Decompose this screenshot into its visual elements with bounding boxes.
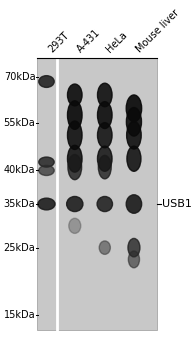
- Ellipse shape: [98, 83, 112, 107]
- Text: USB1: USB1: [162, 199, 192, 209]
- Ellipse shape: [68, 145, 82, 172]
- Text: 293T: 293T: [47, 30, 71, 55]
- Text: A-431: A-431: [75, 28, 102, 55]
- Ellipse shape: [69, 218, 81, 233]
- Ellipse shape: [38, 198, 55, 210]
- Text: 15kDa: 15kDa: [4, 310, 35, 320]
- Text: 55kDa: 55kDa: [4, 119, 35, 128]
- Text: HeLa: HeLa: [105, 30, 129, 55]
- FancyBboxPatch shape: [37, 58, 157, 330]
- Ellipse shape: [98, 102, 112, 128]
- Ellipse shape: [126, 95, 142, 122]
- Ellipse shape: [68, 84, 82, 106]
- Text: Mouse liver: Mouse liver: [134, 8, 181, 55]
- Ellipse shape: [126, 107, 141, 136]
- Text: 35kDa: 35kDa: [4, 199, 35, 209]
- Ellipse shape: [39, 166, 54, 175]
- Ellipse shape: [98, 122, 112, 148]
- Ellipse shape: [68, 101, 82, 130]
- Ellipse shape: [98, 155, 111, 179]
- Ellipse shape: [98, 146, 112, 171]
- Ellipse shape: [68, 121, 82, 149]
- Text: 40kDa: 40kDa: [4, 166, 35, 175]
- Ellipse shape: [127, 121, 141, 149]
- Ellipse shape: [99, 241, 110, 254]
- Ellipse shape: [39, 76, 54, 88]
- Text: 25kDa: 25kDa: [4, 243, 35, 253]
- Ellipse shape: [68, 154, 82, 180]
- Ellipse shape: [97, 196, 113, 211]
- Ellipse shape: [39, 157, 54, 167]
- Ellipse shape: [126, 195, 142, 213]
- Ellipse shape: [128, 238, 140, 257]
- Ellipse shape: [67, 196, 83, 211]
- Text: 70kDa: 70kDa: [4, 71, 35, 82]
- Ellipse shape: [127, 146, 141, 171]
- Ellipse shape: [128, 251, 139, 268]
